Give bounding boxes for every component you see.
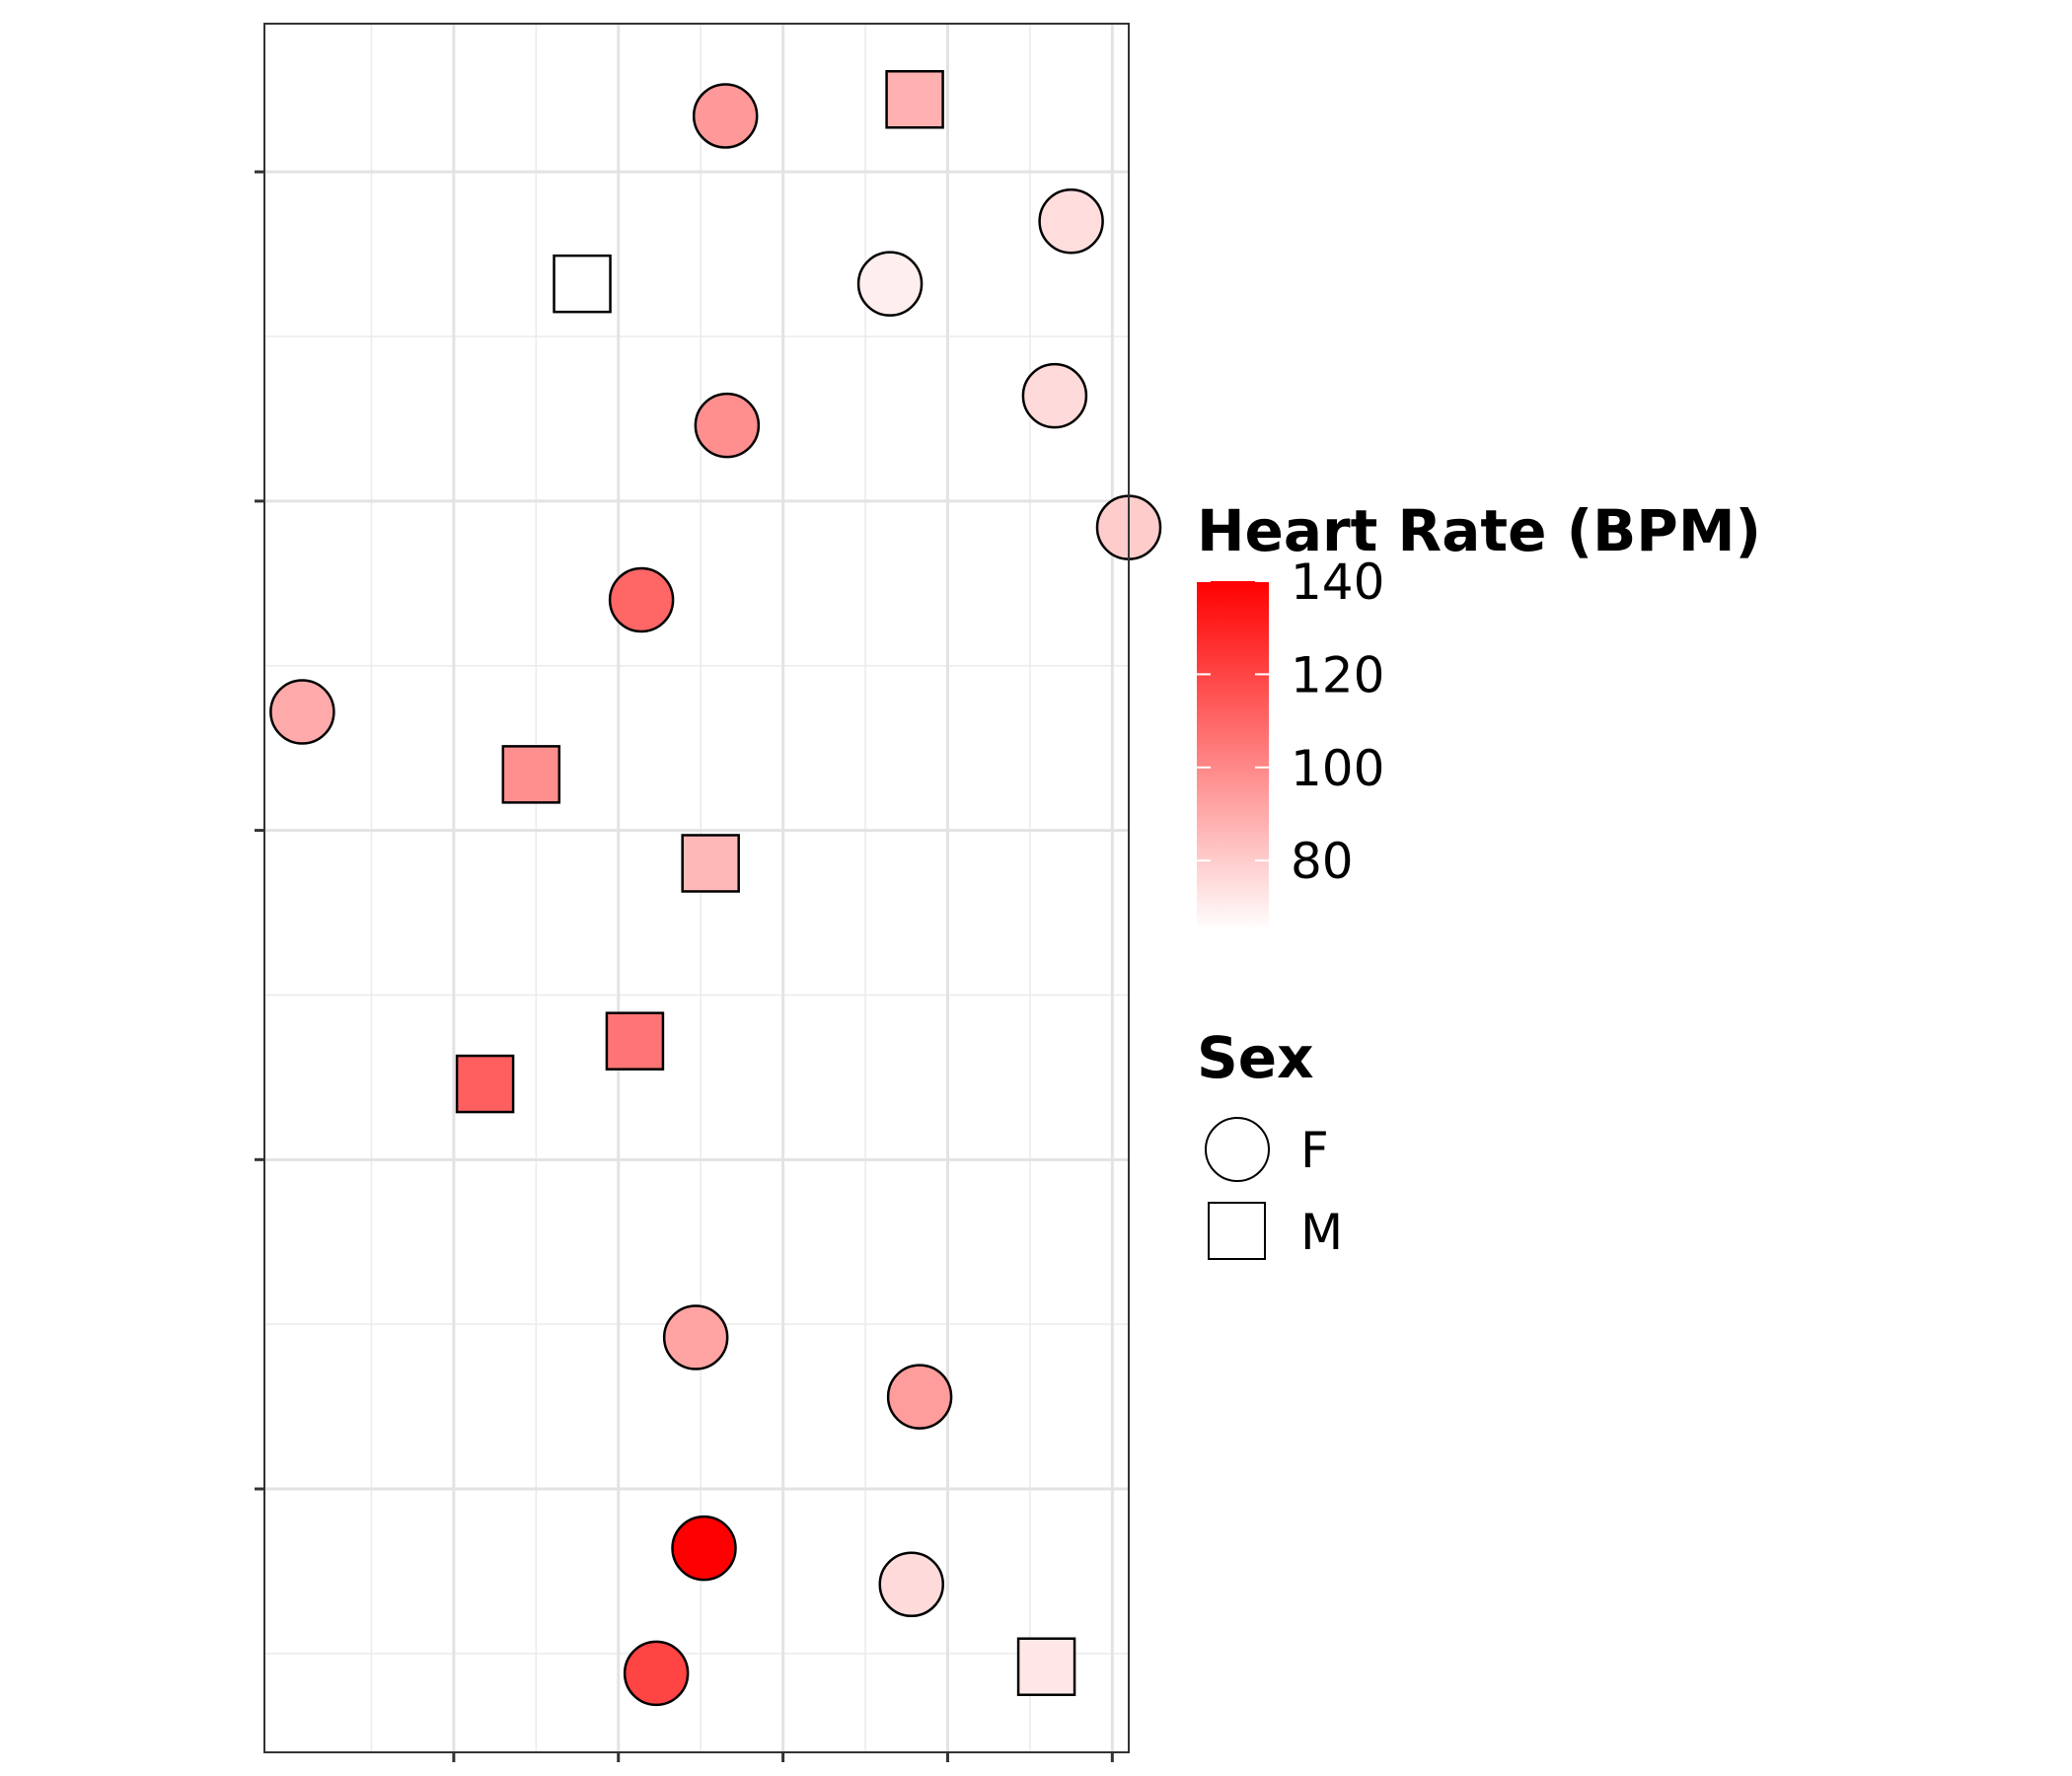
data-point-square [681, 834, 740, 893]
data-point-circle [878, 1551, 944, 1618]
color-bar-ticks: 80 100 120 140 [1197, 554, 1384, 890]
data-point-circle [692, 83, 759, 149]
data-point-circle [269, 679, 335, 745]
color-bar-label: 80 [1291, 833, 1354, 890]
data-point-square [885, 70, 944, 129]
data-point-circle [608, 566, 675, 633]
data-point-square [605, 1011, 665, 1071]
color-bar [1197, 581, 1269, 930]
legend-label-m: M [1300, 1204, 1343, 1261]
data-point-circle [1038, 187, 1104, 255]
legend-key-circle [1205, 1117, 1270, 1182]
shape-legend: Sex F M [1197, 1024, 1343, 1261]
color-bar-label: 120 [1291, 646, 1384, 703]
color-legend-title: Heart Rate (BPM) [1197, 497, 1761, 564]
color-bar-label: 100 [1291, 740, 1384, 797]
legend-key-square [1208, 1202, 1266, 1260]
grid-lines [264, 24, 1129, 1752]
color-legend: Heart Rate (BPM) 80 100 120 140 [1197, 497, 1761, 930]
color-bar-label: 140 [1291, 554, 1384, 611]
data-point-circle [1021, 362, 1088, 429]
data-point-circle [623, 1640, 690, 1707]
data-point-square [553, 254, 612, 314]
data-point-circle [886, 1364, 953, 1430]
data-point-circle [662, 1304, 729, 1370]
axis-ticks [255, 170, 1114, 1762]
shape-legend-title: Sex [1197, 1024, 1314, 1091]
data-point-circle [694, 392, 761, 459]
data-point-circle [671, 1515, 737, 1582]
legend-label-f: F [1300, 1122, 1329, 1179]
panel-border [263, 23, 1130, 1753]
data-point-square [1016, 1637, 1076, 1696]
data-point-circle [856, 251, 924, 317]
data-point-square [455, 1054, 515, 1114]
data-point-square [501, 745, 561, 804]
